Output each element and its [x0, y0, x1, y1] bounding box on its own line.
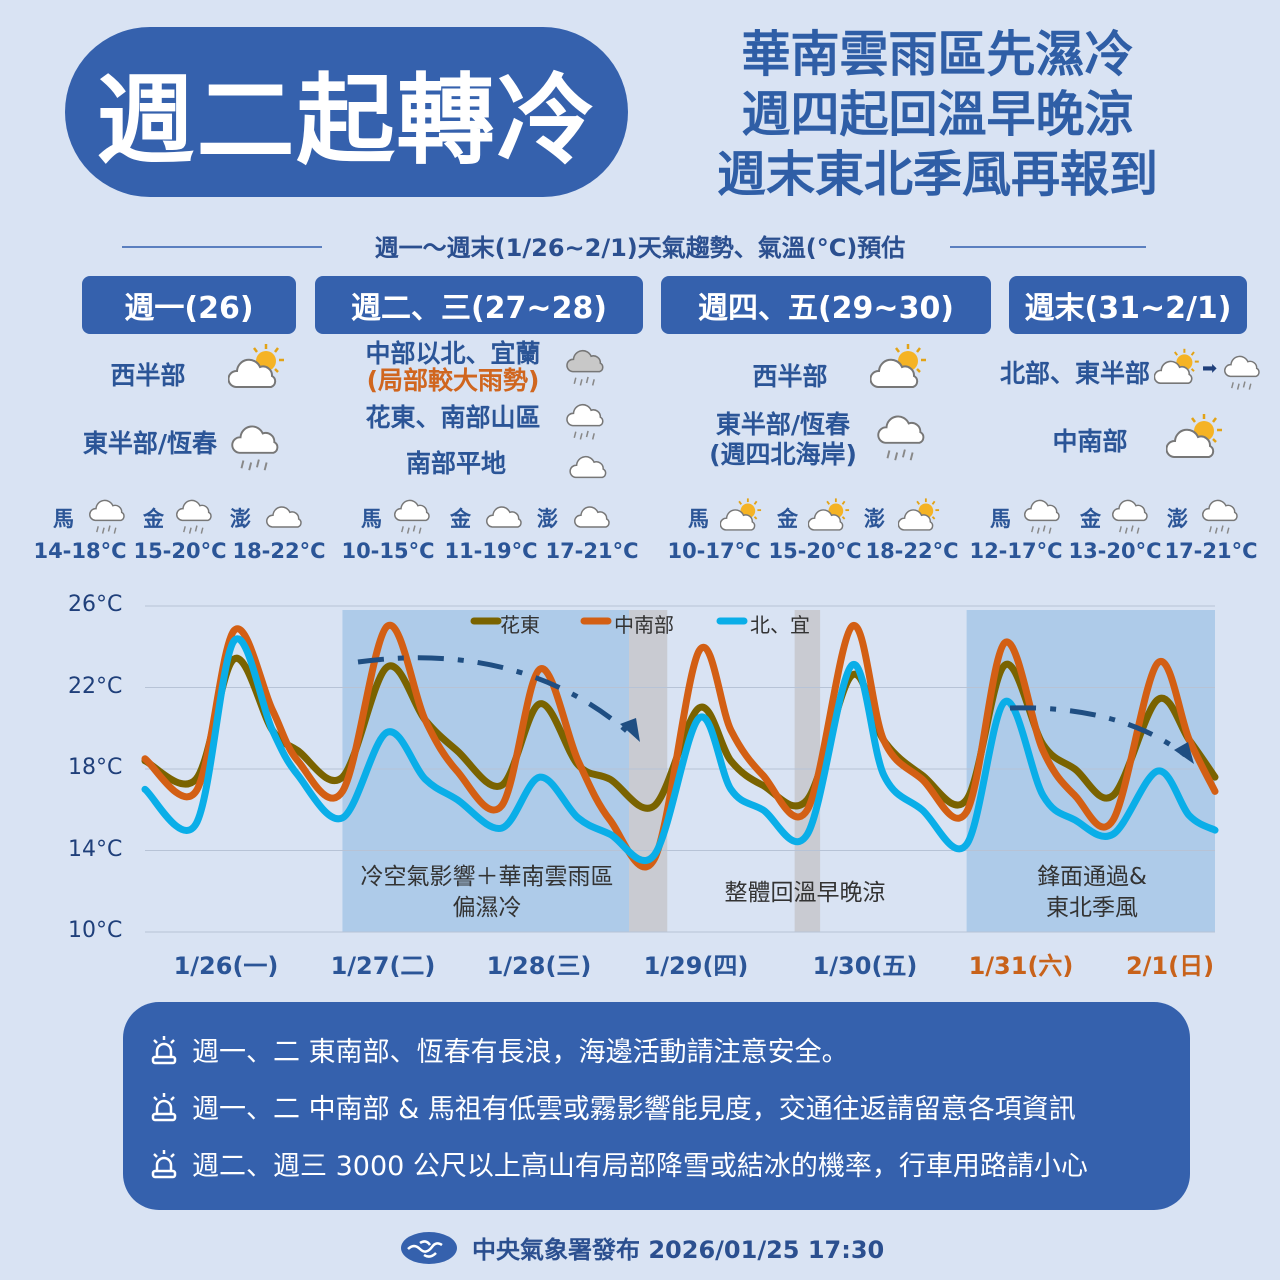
siren-icon: [151, 1092, 177, 1121]
region-label: 西半部: [110, 361, 186, 390]
island-name: 馬: [688, 507, 709, 531]
note-text: 週一、二 中南部 & 馬祖有低雲或霧影響能見度，交通往返請留意各項資訊: [192, 1094, 1076, 1125]
siren-icon: [151, 1035, 177, 1064]
y-tick-label: 22°C: [68, 674, 123, 699]
region-label: 中部以北、宜蘭 (局部較大雨勢): [365, 340, 540, 394]
subtitle: 週一～週末(1/26~2/1)天氣趨勢、氣溫(°C)預估: [374, 234, 906, 262]
region-label: 中南部: [1052, 427, 1128, 456]
range-annotation: 鋒面通過& 東北季風: [1037, 862, 1147, 924]
island-name: 澎: [864, 507, 885, 531]
note-text: 週二、週三 3000 公尺以上高山有局部降雪或結冰的機率，行車用路請小心: [192, 1151, 1088, 1182]
region-label: 南部平地: [405, 449, 507, 478]
island-name: 金: [1080, 507, 1101, 531]
x-tick-label: 1/28(三): [486, 952, 592, 980]
legend-label: 中南部: [614, 613, 674, 637]
temperature-chart: [141, 605, 1219, 933]
y-tick-label: 14°C: [68, 837, 123, 862]
note-item: 週一、二 中南部 & 馬祖有低雲或霧影響能見度，交通往返請留意各項資訊: [150, 1087, 1076, 1126]
x-tick-label: 1/31(六): [968, 952, 1074, 980]
y-tick-label: 18°C: [68, 755, 123, 780]
cwa-logo-icon: [401, 1231, 457, 1264]
island-temp: 18-22°C: [865, 539, 959, 563]
island-name: 澎: [230, 507, 251, 531]
region-note: (週四北海岸): [709, 440, 857, 469]
island-name: 金: [450, 507, 471, 531]
island-temp: 12-17°C: [969, 539, 1063, 563]
region-note: (局部較大雨勢): [366, 366, 540, 395]
arrow-right-icon: ➡: [1202, 358, 1218, 379]
note-item: 週一、二 東南部、恆春有長浪，海邊活動請注意安全。: [150, 1030, 849, 1069]
x-tick-label: 1/26(一): [173, 952, 279, 980]
arrow-head-icon: [620, 718, 640, 742]
annotation-line: 東北季風: [1046, 895, 1138, 921]
island-temp: 17-21°C: [545, 539, 639, 563]
region-label: 西半部: [752, 362, 828, 391]
arrow-head-icon: [1174, 742, 1194, 764]
region-label: 東半部/恆春 (週四北海岸): [709, 410, 857, 470]
legend-label: 花東: [500, 613, 540, 637]
island-name: 澎: [537, 507, 558, 531]
x-tick-label: 1/27(二): [330, 952, 436, 980]
headline: 華南雲雨區先濕冷 週四起回溫早晚涼 週末東北季風再報到: [690, 25, 1185, 205]
y-tick-label: 10°C: [68, 918, 123, 943]
x-tick-label: 1/30(五): [812, 952, 918, 980]
annotation-line: 偏濕冷: [452, 895, 522, 921]
trend-arrow: [357, 655, 1187, 757]
island-temp: 18-22°C: [232, 539, 326, 563]
headline-line: 華南雲雨區先濕冷: [741, 26, 1134, 83]
region-label: 東半部/恆春: [82, 429, 218, 458]
island-temp: 14-18°C: [33, 539, 127, 563]
island-temp: 11-19°C: [444, 539, 538, 563]
footer: 中央氣象署發布 2026/01/25 17:30: [400, 1230, 884, 1265]
island-name: 金: [777, 507, 798, 531]
island-name: 馬: [53, 507, 74, 531]
island-temp: 15-20°C: [133, 539, 227, 563]
island-name: 馬: [361, 507, 382, 531]
publisher-text: 中央氣象署發布 2026/01/25 17:30: [472, 1236, 885, 1264]
headline-line: 週四起回溫早晚涼: [741, 86, 1134, 143]
island-name: 澎: [1167, 507, 1188, 531]
region-name: 東半部/恆春: [715, 410, 851, 439]
range-annotation: 整體回溫早晚涼: [724, 880, 886, 906]
note-text: 週一、二 東南部、恆春有長浪，海邊活動請注意安全。: [192, 1037, 849, 1068]
x-tick-label: 2/1(日): [1125, 952, 1215, 980]
period-header: 週末(31~2/1): [1009, 276, 1247, 334]
annotation-line: 鋒面通過&: [1037, 864, 1147, 890]
region-label: 花東、南部山區: [365, 403, 541, 432]
headline-line: 週末東北季風再報到: [716, 146, 1158, 203]
island-temp: 10-17°C: [667, 539, 761, 563]
divider: [950, 246, 1146, 248]
legend-label: 北、宜: [750, 613, 810, 637]
title-banner: 週二起轉冷: [65, 27, 628, 197]
range-annotation: 冷空氣影響＋華南雲雨區 偏濕冷: [361, 862, 614, 924]
note-item: 週二、週三 3000 公尺以上高山有局部降雪或結冰的機率，行車用路請小心: [150, 1144, 1088, 1183]
region-name: 中部以北、宜蘭: [365, 339, 541, 368]
period-header: 週二、三(27~28): [315, 276, 643, 334]
main-title: 週二起轉冷: [96, 64, 597, 178]
notes-panel: [123, 1002, 1190, 1210]
siren-icon: [151, 1149, 177, 1178]
shaded-range: [629, 610, 668, 932]
series-line-中南部: [141, 621, 1219, 871]
divider: [122, 246, 322, 248]
region-label: 北部、東半部: [999, 359, 1151, 388]
island-name: 馬: [990, 507, 1011, 531]
island-name: 金: [143, 507, 164, 531]
annotation-line: 冷空氣影響＋華南雲雨區: [360, 864, 614, 890]
series-line-北、宜: [141, 635, 1219, 864]
x-tick-label: 1/29(四): [643, 952, 749, 980]
island-temp: 17-21°C: [1164, 539, 1258, 563]
island-temp: 10-15°C: [341, 539, 435, 563]
period-header: 週四、五(29~30): [661, 276, 991, 334]
island-temp: 13-20°C: [1068, 539, 1162, 563]
y-tick-label: 26°C: [68, 592, 123, 617]
period-header: 週一(26): [82, 276, 296, 334]
island-temp: 15-20°C: [768, 539, 862, 563]
